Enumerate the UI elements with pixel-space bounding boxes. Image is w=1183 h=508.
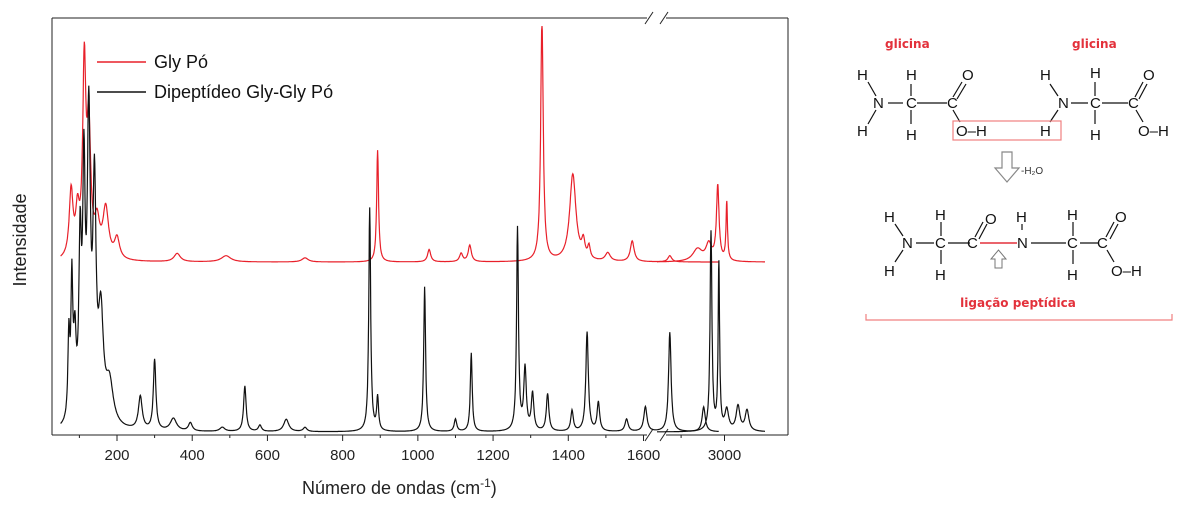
series-gly-segment-1 xyxy=(60,25,719,263)
x-axis-label-sup: -1 xyxy=(480,476,491,490)
x-tick-label: 1000 xyxy=(401,447,434,464)
reaction-arrow-icon xyxy=(993,151,1021,183)
atom-h: H xyxy=(857,67,868,84)
axis-break-top xyxy=(644,11,669,25)
atom-n: N xyxy=(873,95,884,112)
atom-c: C xyxy=(1090,95,1101,112)
y-axis-label: Intensidade xyxy=(10,193,30,286)
x-tick-label: 1600 xyxy=(627,447,660,464)
hydroxyl-group: O–H xyxy=(956,123,987,140)
atom-h: H xyxy=(906,127,917,144)
atom-c: C xyxy=(1128,95,1139,112)
atom-h: H xyxy=(1090,65,1101,82)
x-tick-label: 400 xyxy=(180,447,205,464)
atom-h: H xyxy=(1040,123,1051,140)
x-tick-label: 3000 xyxy=(708,447,741,464)
hydroxyl-group: O–H xyxy=(1138,123,1169,140)
atom-h: H xyxy=(935,207,946,224)
peptide-scheme: glicina glicina H N H H C H C O O–H xyxy=(857,37,1173,321)
atom-c: C xyxy=(967,235,978,252)
atom-h: H xyxy=(1067,207,1078,224)
legend: Gly Pó Dipeptídeo Gly-Gly Pó xyxy=(97,52,333,102)
atom-h: H xyxy=(1090,127,1101,144)
atom-n: N xyxy=(902,235,913,252)
hydroxyl-group: O–H xyxy=(1111,263,1142,280)
legend-label-glygly: Dipeptídeo Gly-Gly Pó xyxy=(154,82,333,102)
atom-h: H xyxy=(1040,67,1051,84)
x-axis-label-main: Número de ondas (cm xyxy=(302,478,480,498)
peptide-bond-bracket xyxy=(865,314,1173,321)
atom-c: C xyxy=(1067,235,1078,252)
atom-c: C xyxy=(935,235,946,252)
x-ticks: 200 400 600 800 1000 1200 1400 1600 3000 xyxy=(78,435,741,464)
x-tick-label: 600 xyxy=(255,447,280,464)
series-layer xyxy=(60,25,765,433)
atom-h: H xyxy=(935,267,946,284)
x-tick-label: 800 xyxy=(330,447,355,464)
water-elimination-box xyxy=(952,120,1062,141)
atom-c: C xyxy=(947,95,958,112)
legend-label-gly: Gly Pó xyxy=(154,52,208,72)
atom-h: H xyxy=(1016,209,1027,226)
label-glycine-left: glicina xyxy=(885,37,930,51)
atom-h: H xyxy=(884,263,895,280)
atom-o: O xyxy=(962,67,974,84)
glycine-left-structure xyxy=(867,81,967,125)
glycine-right-structure xyxy=(1049,81,1148,124)
atom-n: N xyxy=(1058,95,1069,112)
atom-o: O xyxy=(1115,209,1127,226)
x-tick-label: 1400 xyxy=(552,447,585,464)
atom-c: C xyxy=(1097,235,1108,252)
series-glygly-segment-2 xyxy=(657,230,765,433)
x-axis-label-close: ) xyxy=(491,478,497,498)
atom-o: O xyxy=(985,211,997,228)
x-axis-label: Número de ondas (cm-1) xyxy=(302,476,497,498)
atom-n: N xyxy=(1017,235,1028,252)
bond-pointer-arrow-icon xyxy=(989,249,1008,269)
atom-h: H xyxy=(906,67,917,84)
axis-break-bottom xyxy=(644,428,669,442)
dipeptide-structure xyxy=(894,221,1119,264)
atom-o: O xyxy=(1143,67,1155,84)
atom-h: H xyxy=(884,209,895,226)
series-glygly-segment-1 xyxy=(60,85,719,433)
atom-h: H xyxy=(857,123,868,140)
label-glycine-right: glicina xyxy=(1072,37,1117,51)
water-loss-label: -H₂O xyxy=(1021,166,1043,177)
x-tick-label: 200 xyxy=(104,447,129,464)
peptide-bond-label: ligação peptídica xyxy=(960,296,1076,310)
x-tick-label: 1200 xyxy=(476,447,509,464)
atom-h: H xyxy=(1067,267,1078,284)
atom-c: C xyxy=(906,95,917,112)
